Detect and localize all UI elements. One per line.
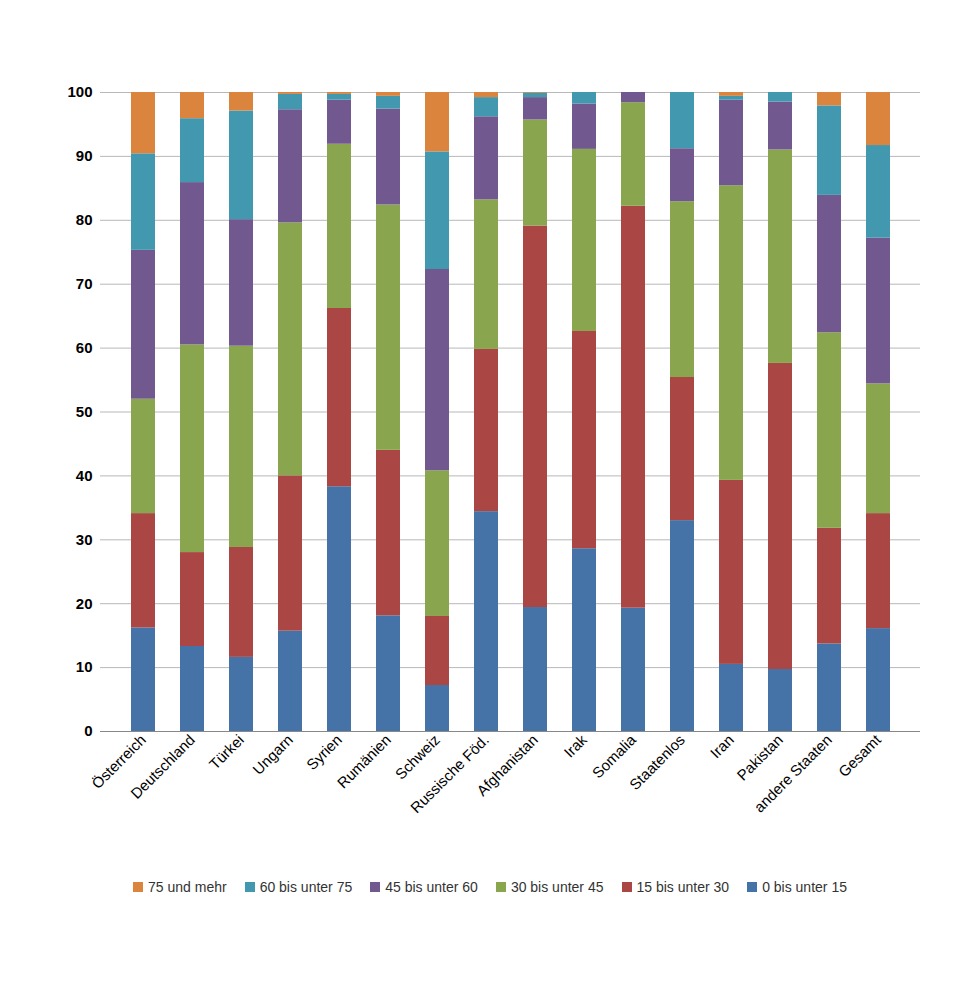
- svg-text:Gesamt: Gesamt: [835, 730, 885, 780]
- html-text:0 bis unter 15: 0 bis unter 15: [762, 879, 847, 895]
- html-text:75 und mehr: 75 und mehr: [148, 879, 227, 895]
- svg-text:Iran: Iran: [707, 731, 737, 761]
- svg-text:60: 60: [76, 339, 93, 356]
- svg-text:70: 70: [76, 275, 93, 292]
- svg-text:Rumänien: Rumänien: [334, 731, 394, 791]
- svg-text:Deutschland: Deutschland: [127, 731, 198, 802]
- html-text:30 bis unter 45: 30 bis unter 45: [510, 879, 604, 895]
- svg-text:Pakistan: Pakistan: [733, 731, 786, 784]
- svg-text:Ungarn: Ungarn: [249, 731, 296, 778]
- svg-text:30: 30: [76, 531, 93, 548]
- html-text:60 bis unter 75: 60 bis unter 75: [259, 879, 353, 895]
- html-text:45 bis unter 60: 45 bis unter 60: [385, 879, 478, 895]
- svg-text:50: 50: [76, 403, 93, 420]
- svg-text:100: 100: [67, 83, 92, 100]
- svg-text:Afghanistan: Afghanistan: [473, 731, 541, 799]
- svg-text:10: 10: [76, 658, 93, 675]
- svg-text:20: 20: [76, 595, 93, 612]
- svg-text:Schweiz: Schweiz: [391, 731, 443, 783]
- svg-text:Türkei: Türkei: [206, 731, 247, 772]
- svg-text:Irak: Irak: [560, 731, 590, 761]
- html-text:15 bis unter 30: 15 bis unter 30: [636, 879, 730, 895]
- svg-text:Staatenlos: Staatenlos: [626, 731, 688, 793]
- svg-text:Russische Föd.: Russische Föd.: [407, 731, 492, 816]
- svg-text:Österreich: Österreich: [88, 731, 149, 792]
- svg-text:andere Staaten: andere Staaten: [750, 731, 835, 816]
- svg-text:Somalia: Somalia: [589, 731, 640, 782]
- svg-text:90: 90: [76, 147, 93, 164]
- svg-text:40: 40: [76, 467, 93, 484]
- svg-text:80: 80: [76, 211, 93, 228]
- svg-text:Syrien: Syrien: [303, 731, 345, 773]
- svg-text:0: 0: [84, 722, 92, 739]
